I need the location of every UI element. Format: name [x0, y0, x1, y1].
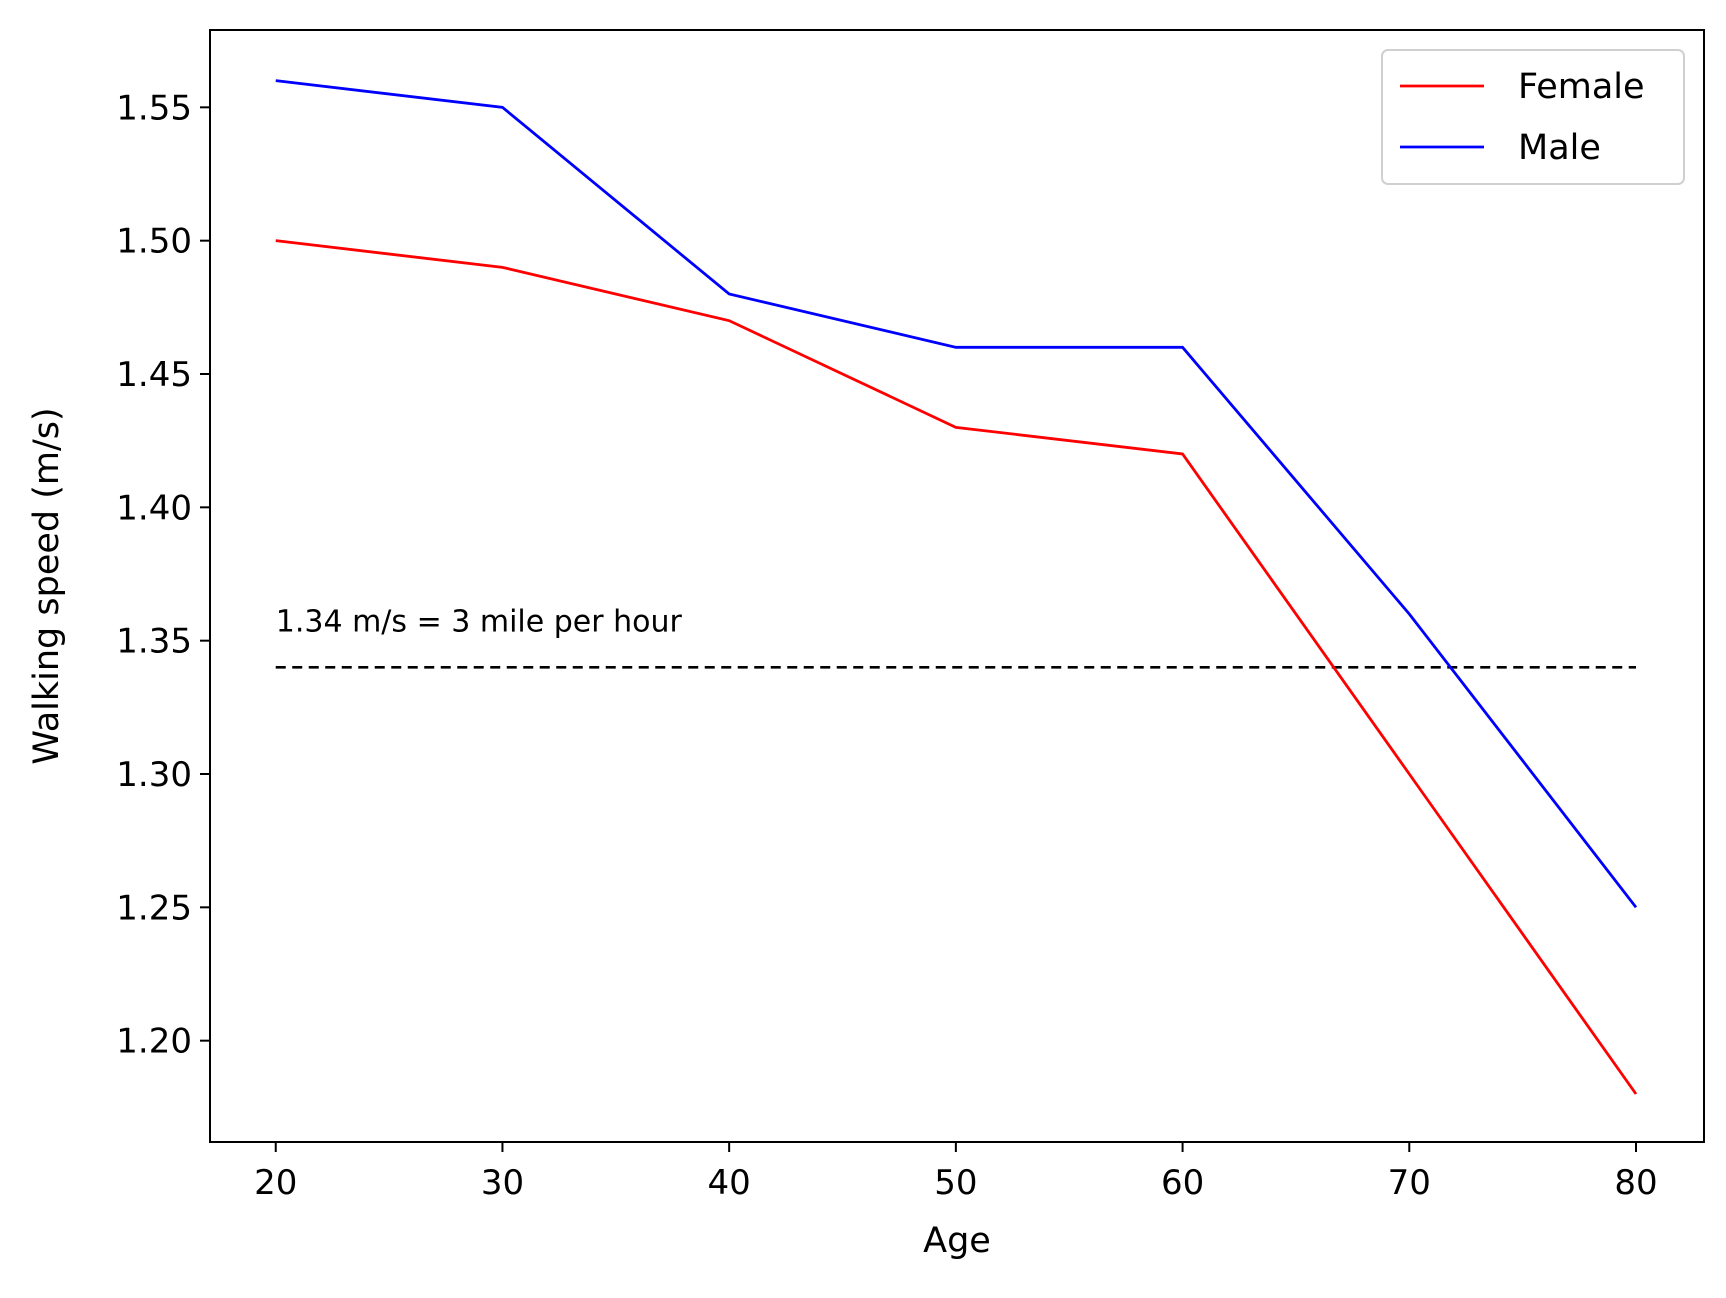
x-tick-label: 20	[254, 1163, 297, 1203]
y-tick-label: 1.35	[116, 622, 192, 662]
legend: Female Male	[1381, 49, 1685, 185]
y-axis-ticks: 1.20 1.25 1.30 1.35 1.40 1.45 1.50 1.55	[116, 88, 210, 1062]
series-line-female	[275, 239, 1638, 1095]
x-tick-label: 30	[481, 1163, 524, 1203]
legend-label-female: Female	[1518, 67, 1645, 107]
legend-box	[1381, 49, 1685, 185]
y-tick-label: 1.45	[116, 355, 192, 395]
legend-label-male: Male	[1518, 128, 1601, 168]
x-axis-label: Age	[923, 1221, 991, 1261]
y-tick-label: 1.40	[116, 488, 192, 528]
y-axis-label: Walking speed (m/s)	[27, 407, 67, 764]
reference-line-annotation: 1.34 m/s = 3 mile per hour	[276, 604, 683, 639]
y-tick-label: 1.55	[116, 88, 192, 128]
axes-frame	[209, 29, 1705, 1143]
y-tick-label: 1.20	[116, 1022, 192, 1062]
x-tick-label: 70	[1388, 1163, 1431, 1203]
y-tick-label: 1.30	[116, 755, 192, 795]
x-tick-label: 50	[934, 1163, 977, 1203]
x-tick-label: 40	[708, 1163, 751, 1203]
series-group	[275, 79, 1638, 1095]
series-line-male	[275, 79, 1638, 909]
x-tick-label: 80	[1614, 1163, 1657, 1203]
x-tick-label: 60	[1161, 1163, 1204, 1203]
x-axis-ticks: 20 30 40 50 60 70 80	[254, 1142, 1658, 1203]
y-tick-label: 1.50	[116, 222, 192, 262]
y-tick-label: 1.25	[116, 888, 192, 928]
